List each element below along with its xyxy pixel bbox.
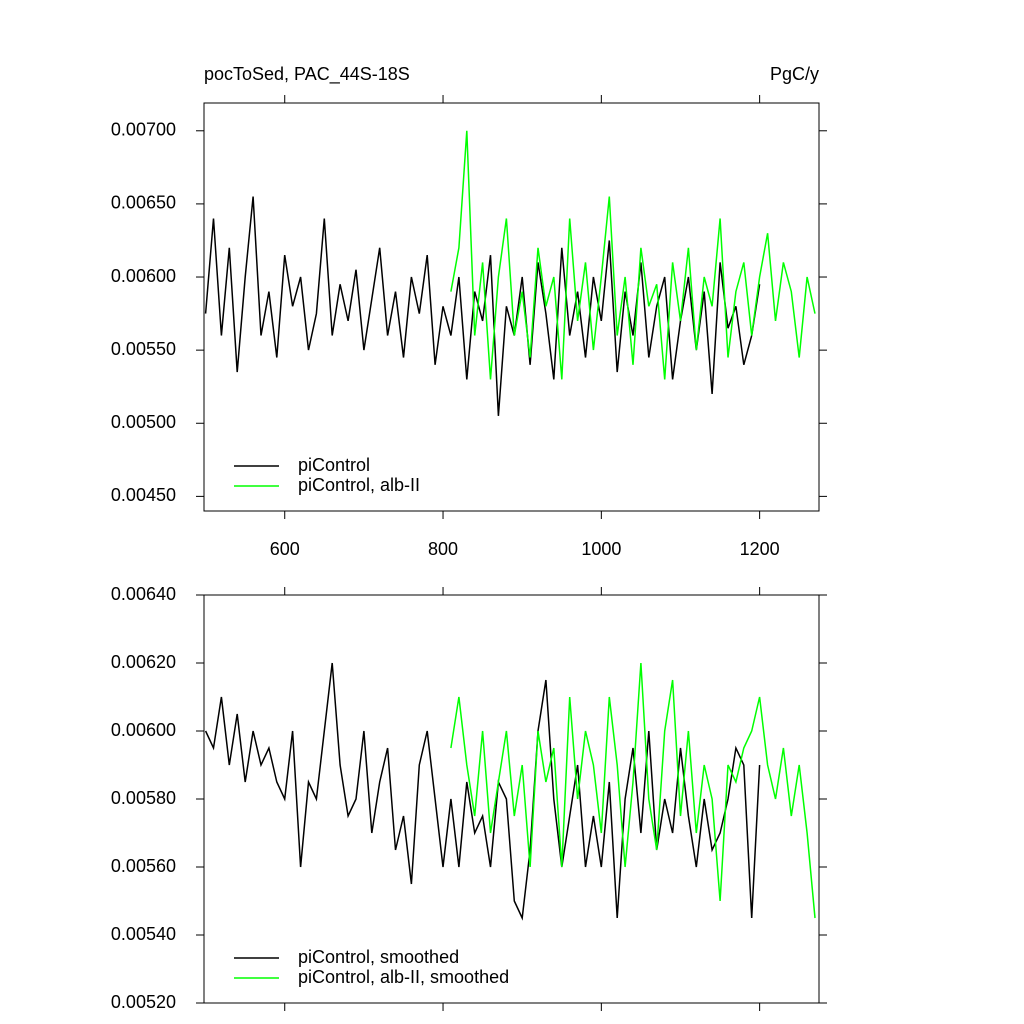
y-tick-label: 0.00640 [111, 584, 176, 604]
y-tick-label: 0.00520 [111, 992, 176, 1012]
y-tick-label: 0.00650 [111, 193, 176, 213]
legend-label: piControl, smoothed [298, 947, 459, 967]
y-tick-label: 0.00540 [111, 924, 176, 944]
series-line [204, 662, 761, 921]
y-tick-label: 0.00600 [111, 266, 176, 286]
y-tick-label: 0.00450 [111, 485, 176, 505]
y-tick-label: 0.00600 [111, 720, 176, 740]
series-line [204, 196, 761, 416]
plot-frame [203, 102, 820, 512]
legend-label: piControl, alb-II [298, 475, 420, 495]
chart-title: pocToSed, PAC_44S-18S [204, 64, 410, 85]
y-tick-label: 0.00580 [111, 788, 176, 808]
x-tick-label: 600 [270, 539, 300, 559]
y-tick-label: 0.00620 [111, 652, 176, 672]
y-tick-label: 0.00550 [111, 339, 176, 359]
x-tick-label: 800 [428, 539, 458, 559]
x-tick-label: 1000 [581, 539, 621, 559]
y-tick-label: 0.00560 [111, 856, 176, 876]
series-line [450, 130, 816, 380]
legend-label: piControl, alb-II, smoothed [298, 967, 509, 987]
y-tick-label: 0.00700 [111, 120, 176, 140]
y-tick-label: 0.00500 [111, 412, 176, 432]
legend-label: piControl [298, 455, 370, 475]
x-tick-label: 1200 [740, 539, 780, 559]
series-line [450, 662, 816, 919]
units-label: PgC/y [770, 64, 819, 84]
